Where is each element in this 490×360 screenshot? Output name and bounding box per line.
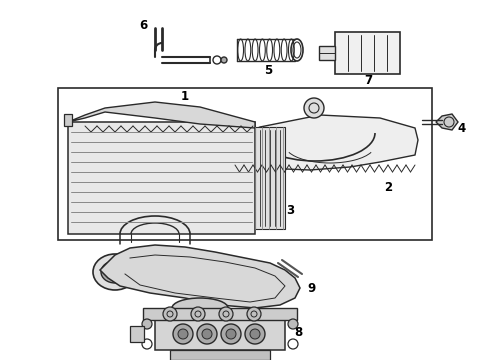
Ellipse shape [101, 261, 129, 283]
Bar [143, 308, 297, 320]
Circle shape [197, 324, 217, 344]
Bar [319, 46, 335, 60]
Bar [130, 326, 144, 342]
Polygon shape [68, 102, 255, 128]
Ellipse shape [93, 254, 137, 290]
Text: 8: 8 [294, 325, 302, 338]
Circle shape [142, 319, 152, 329]
Polygon shape [436, 114, 458, 130]
Text: 2: 2 [384, 180, 392, 194]
Text: 5: 5 [264, 63, 272, 77]
Polygon shape [100, 245, 300, 308]
Bar [64, 114, 72, 126]
Text: 9: 9 [308, 282, 316, 294]
Circle shape [221, 324, 241, 344]
Bar [255, 127, 285, 229]
Circle shape [226, 329, 236, 339]
Polygon shape [68, 122, 255, 234]
Bar [155, 318, 285, 350]
Circle shape [173, 324, 193, 344]
Bar [58, 88, 432, 240]
Text: 7: 7 [364, 73, 372, 86]
Circle shape [245, 324, 265, 344]
Circle shape [304, 98, 324, 118]
Text: 4: 4 [458, 122, 466, 135]
Text: 3: 3 [286, 203, 294, 216]
Circle shape [247, 307, 261, 321]
Circle shape [288, 319, 298, 329]
Circle shape [178, 329, 188, 339]
Circle shape [191, 307, 205, 321]
Circle shape [163, 307, 177, 321]
Text: 6: 6 [139, 18, 147, 32]
Circle shape [202, 329, 212, 339]
Circle shape [219, 307, 233, 321]
Ellipse shape [172, 298, 228, 318]
Bar [170, 350, 270, 360]
Text: 1: 1 [181, 90, 189, 103]
Polygon shape [210, 115, 418, 170]
Circle shape [221, 57, 227, 63]
Bar [335, 32, 400, 74]
Circle shape [250, 329, 260, 339]
